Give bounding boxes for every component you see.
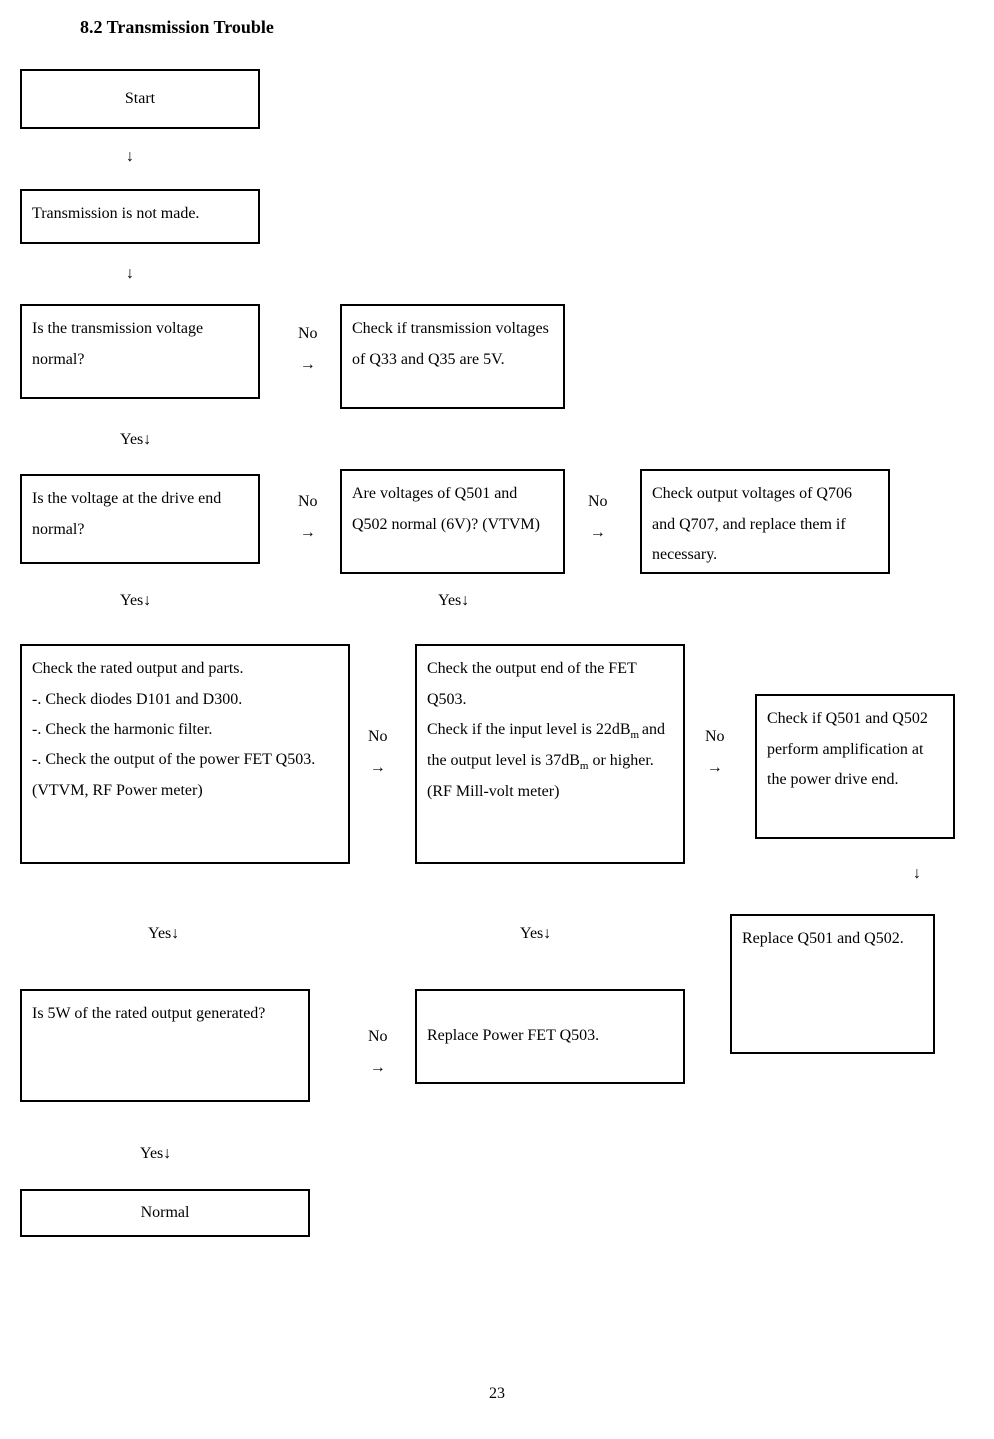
node-drive-end-normal: Is the voltage at the drive end normal? (20, 474, 260, 564)
node-tx-voltage-normal: Is the transmission voltage normal? (20, 304, 260, 399)
node-normal: Normal (20, 1189, 310, 1237)
arrow-4: No→ (298, 487, 318, 548)
node-replace-q503: Replace Power FET Q503. (415, 989, 685, 1084)
arrow-0: ↓ (126, 142, 134, 172)
arrow-1: ↓ (126, 259, 134, 289)
arrow-7: Yes↓ (438, 586, 469, 616)
node-check-q33-q35: Check if transmission voltages of Q33 an… (340, 304, 565, 409)
node-start: Start (20, 69, 260, 129)
arrow-9: No→ (705, 722, 725, 783)
section-title: 8.2 Transmission Trouble (80, 10, 974, 44)
page-number: 23 (20, 1379, 974, 1409)
arrow-12: Yes↓ (520, 919, 551, 949)
arrow-6: Yes↓ (120, 586, 151, 616)
arrow-5: No→ (588, 487, 608, 548)
node-check-q501-q502-amp: Check if Q501 and Q502 perform amplifica… (755, 694, 955, 839)
node-check-fet-q503: Check the output end of the FET Q503.Che… (415, 644, 685, 864)
arrow-2: No→ (298, 319, 318, 380)
node-tx-not-made: Transmission is not made. (20, 189, 260, 244)
arrow-14: Yes↓ (140, 1139, 171, 1169)
arrow-13: No→ (368, 1022, 388, 1083)
arrow-11: Yes↓ (148, 919, 179, 949)
flowchart-canvas: Start Transmission is not made. Is the t… (20, 69, 974, 1409)
node-check-rated-output: Check the rated output and parts.-. Chec… (20, 644, 350, 864)
node-replace-q501-q502: Replace Q501 and Q502. (730, 914, 935, 1054)
arrow-10: ↓ (913, 859, 921, 889)
node-check-q706-q707: Check output voltages of Q706 and Q707, … (640, 469, 890, 574)
node-q501-q502-6v: Are voltages of Q501 and Q502 normal (6V… (340, 469, 565, 574)
arrow-8: No→ (368, 722, 388, 783)
node-is-5w-output: Is 5W of the rated output generated? (20, 989, 310, 1102)
arrow-3: Yes↓ (120, 425, 151, 455)
